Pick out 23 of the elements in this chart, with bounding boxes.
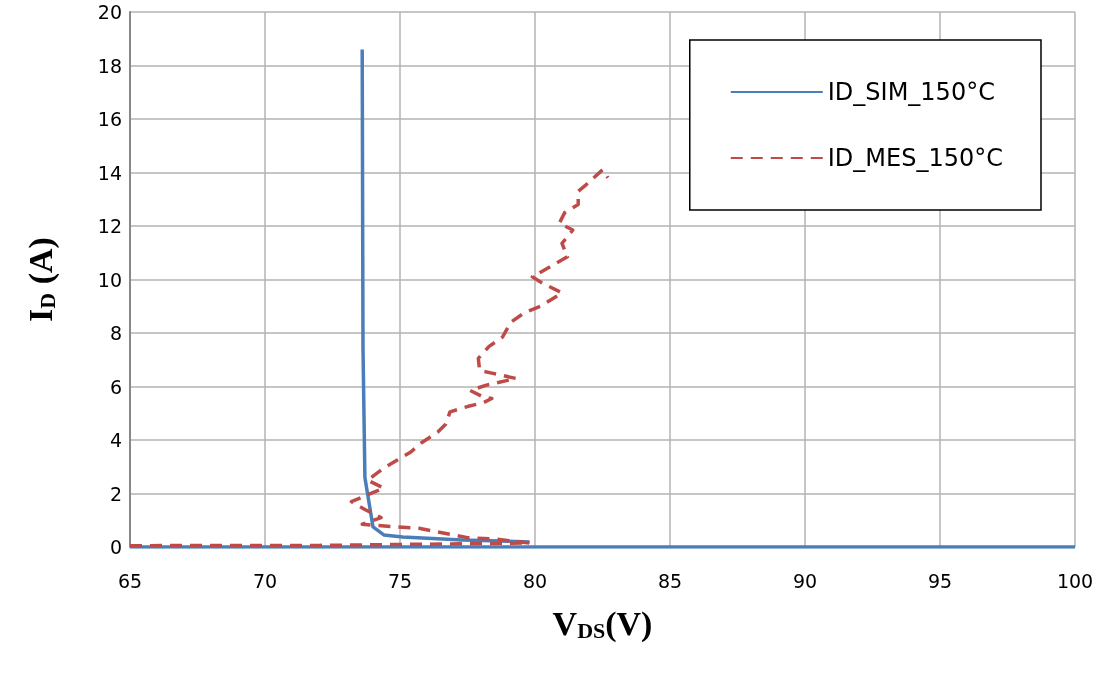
- y-tick-label: 4: [109, 429, 122, 451]
- x-tick-label: 65: [117, 569, 143, 592]
- y-tick-label: 10: [97, 268, 122, 291]
- y-tick-label: 14: [97, 161, 122, 184]
- y-tick-label: 12: [97, 215, 122, 237]
- line-series: [128, 168, 610, 548]
- y-tick-label: 18: [97, 54, 122, 77]
- x-tick-label: 85: [657, 569, 683, 592]
- y-tick-label: 0: [109, 536, 122, 558]
- legend-label: ID_SIM_150°C: [827, 78, 995, 106]
- y-axis-title: ID (A): [21, 237, 60, 322]
- y-tick-label: 16: [97, 108, 122, 130]
- legend-label: ID_MES_150°C: [827, 144, 1003, 172]
- x-tick-label: 100: [1056, 569, 1094, 592]
- x-tick-label: 70: [252, 569, 278, 592]
- y-tick-label: 8: [109, 322, 122, 344]
- y-tick-label: 20: [97, 1, 122, 23]
- x-tick-label: 80: [522, 569, 548, 592]
- y-tick-label: 6: [109, 375, 122, 398]
- x-tick-label: 90: [792, 569, 818, 592]
- y-tick-label: 2: [109, 482, 122, 505]
- x-tick-label: 95: [927, 569, 953, 592]
- x-tick-label: 75: [387, 569, 413, 592]
